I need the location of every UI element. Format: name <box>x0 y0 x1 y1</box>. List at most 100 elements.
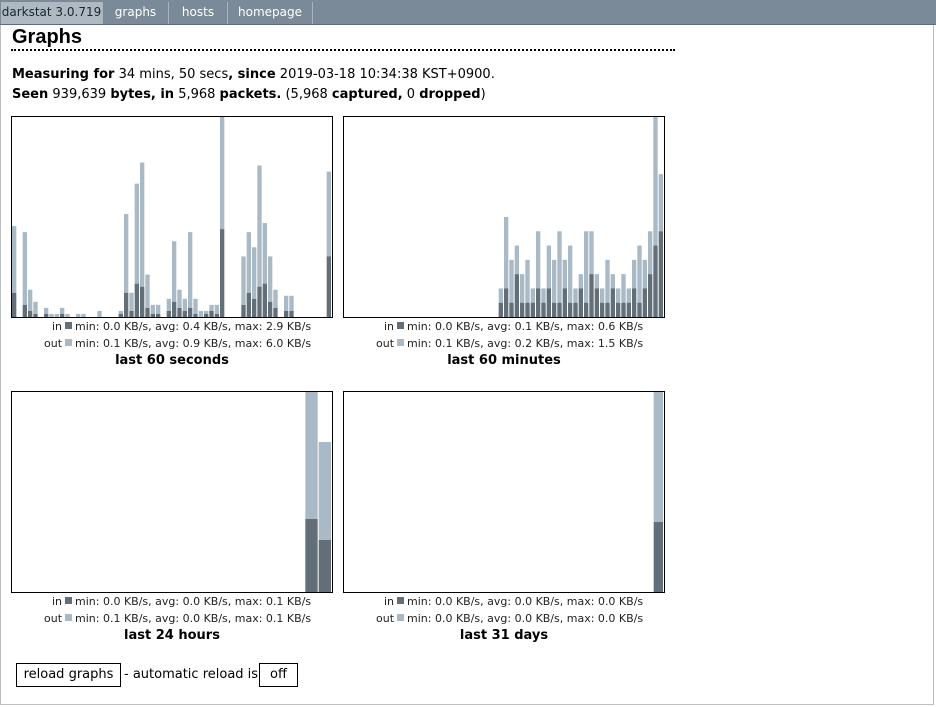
graph-title-hours: last 24 hours <box>124 628 220 643</box>
bar-in <box>525 302 530 317</box>
graph-title-days: last 31 days <box>459 628 549 643</box>
legend-out-label: out <box>44 337 63 350</box>
graph-canvas-seconds <box>12 117 331 317</box>
bar-out <box>653 392 663 522</box>
dropped-label: dropped <box>419 87 481 102</box>
out-swatch <box>65 614 73 621</box>
bar-out <box>22 232 27 305</box>
bar-out <box>541 288 546 303</box>
bar-in <box>573 302 578 317</box>
bar-in <box>60 313 65 317</box>
graph-last-60-seconds <box>11 116 333 318</box>
legend-in-text: min: 0.0 KB/s, avg: 0.0 KB/s, max: 0.1 K… <box>75 595 312 608</box>
graph-title-seconds: last 60 seconds <box>115 353 229 368</box>
bar-in <box>156 313 161 317</box>
packets-value: 5,968 <box>178 87 216 102</box>
bar-out <box>60 307 65 314</box>
top-navbar: darkstat 3.0.719 graphs hosts homepage <box>0 0 936 25</box>
bar-in <box>658 231 663 317</box>
in-swatch <box>65 322 73 329</box>
bar-in <box>610 288 615 317</box>
bar-in <box>653 245 658 317</box>
bar-in <box>257 286 262 317</box>
bar-in <box>520 302 525 317</box>
bar-out <box>214 304 219 314</box>
in-swatch <box>65 597 73 604</box>
close-paren: ) <box>480 87 486 102</box>
bar-in <box>241 304 246 317</box>
reload-graphs-button[interactable]: reload graphs <box>16 663 121 687</box>
nav-link-graphs[interactable]: graphs <box>103 2 169 24</box>
bar-out <box>124 213 129 293</box>
bar-out <box>498 288 503 303</box>
bar-in <box>246 292 251 317</box>
bar-in <box>305 519 318 592</box>
bar-in <box>28 310 33 317</box>
legend-in-seconds: in min: 0.0 KB/s, avg: 0.4 KB/s, max: 2.9… <box>52 320 311 333</box>
legend-in-days: in min: 0.0 KB/s, avg: 0.0 KB/s, max: 0.0… <box>384 595 643 608</box>
nav-link-homepage[interactable]: homepage <box>228 2 313 24</box>
bar-out <box>28 289 33 311</box>
bar-in <box>145 307 150 317</box>
bar-in <box>504 288 509 317</box>
bar-out <box>220 117 225 230</box>
since-label: , since <box>228 67 276 82</box>
graph-canvas-minutes <box>498 117 663 317</box>
legend-in-label: in <box>384 320 395 333</box>
bar-in <box>209 310 214 317</box>
bar-in <box>578 288 583 317</box>
bar-in <box>134 283 139 317</box>
legend-out-seconds: out min: 0.1 KB/s, avg: 0.9 KB/s, max: 6.… <box>44 337 311 350</box>
legend-in-label: in <box>52 595 63 608</box>
graph-last-60-minutes <box>343 116 665 318</box>
legend-out-label: out <box>44 612 63 625</box>
bar-out <box>118 310 123 314</box>
bar-out <box>610 274 615 289</box>
bar-out <box>262 223 267 284</box>
out-swatch <box>397 339 405 346</box>
bar-in <box>166 310 171 317</box>
bar-out <box>552 259 557 303</box>
legend-in-label: in <box>384 595 395 608</box>
nav-link-hosts[interactable]: hosts <box>169 2 228 24</box>
bar-out <box>129 292 134 311</box>
graph-last-31-days <box>343 391 665 593</box>
in-swatch <box>397 597 405 604</box>
out-swatch <box>65 339 73 346</box>
bar-in <box>22 304 27 317</box>
bytes-value: 939,639 <box>52 87 107 102</box>
bar-out <box>257 165 262 287</box>
bar-out <box>573 288 578 303</box>
auto-reload-toggle-button[interactable]: off <box>259 663 298 687</box>
bar-out <box>284 295 289 311</box>
bar-out <box>594 274 599 289</box>
bar-out <box>525 259 530 303</box>
bar-out <box>326 171 331 257</box>
bar-in <box>193 313 198 317</box>
bar-out <box>536 231 541 289</box>
bar-out <box>648 231 653 275</box>
since-value: 2019-03-18 10:34:38 KST+0900 <box>279 67 491 82</box>
bar-out <box>97 310 102 317</box>
bar-out <box>584 231 589 303</box>
bar-out <box>177 289 182 308</box>
bar-in <box>252 298 257 317</box>
bar-in <box>12 292 17 317</box>
bar-out <box>49 313 54 317</box>
bar-out <box>188 232 193 308</box>
packets-label: packets. <box>219 87 282 102</box>
graph-canvas-days <box>653 392 663 592</box>
bar-out <box>568 245 573 303</box>
bar-out <box>589 231 594 275</box>
out-swatch <box>397 614 405 621</box>
bar-out <box>600 288 605 303</box>
legend-out-days: out min: 0.0 KB/s, avg: 0.0 KB/s, max: 0.… <box>376 612 643 625</box>
bar-out <box>44 307 49 314</box>
seen-label: Seen <box>12 87 49 102</box>
bar-in <box>150 313 155 317</box>
bar-in <box>514 274 519 317</box>
graph-last-24-hours <box>11 391 333 593</box>
bar-out <box>241 256 246 305</box>
bar-in <box>616 302 621 317</box>
